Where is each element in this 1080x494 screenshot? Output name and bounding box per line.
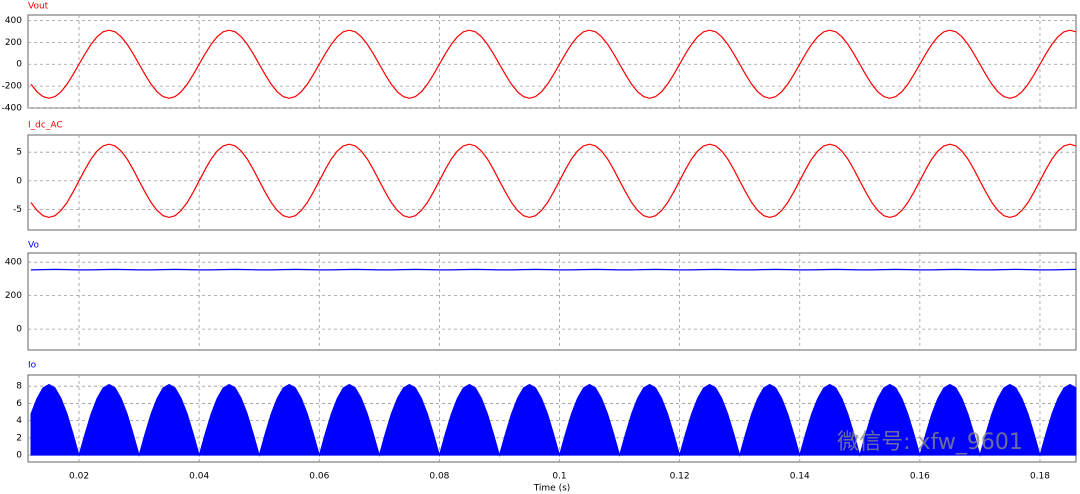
waveform: [30, 143, 1077, 219]
y-tick-label: -200: [2, 82, 23, 92]
y-tick-label: -5: [13, 205, 22, 215]
y-tick-label: 400: [5, 258, 22, 268]
y-tick-label: 0: [16, 451, 22, 461]
watermark: 微信号: xfw_9601: [837, 430, 1023, 455]
waveform: [30, 29, 1077, 99]
y-tick-label: 200: [5, 291, 22, 301]
x-tick-label: 0.18: [1030, 472, 1050, 482]
waveform-area: [30, 383, 1077, 457]
x-tick-label: 0.08: [429, 472, 449, 482]
x-tick-label: 0.16: [910, 472, 930, 482]
y-tick-label: -400: [2, 104, 23, 114]
panel-title: Io: [28, 361, 37, 371]
y-tick-label: 4: [16, 416, 22, 426]
y-tick-label: 6: [16, 399, 22, 409]
plot-frame: [27, 134, 1077, 231]
x-tick-label: 0.12: [670, 472, 690, 482]
x-tick-label: 0.06: [309, 472, 329, 482]
y-tick-label: 5: [16, 148, 22, 158]
y-tick-label: 0: [16, 60, 22, 70]
x-tick-label: 0.04: [189, 472, 209, 482]
y-tick-label: 0: [16, 325, 22, 335]
plot-frame: [27, 14, 1077, 109]
panel-title: Vout: [28, 2, 49, 12]
x-axis-label: Time (s): [533, 484, 571, 494]
plot-frame: [27, 252, 1077, 351]
y-tick-label: 400: [5, 16, 22, 26]
panel-title: I_dc_AC: [28, 121, 63, 131]
panel-title: Vo: [28, 241, 39, 251]
x-tick-label: 0.14: [790, 472, 810, 482]
y-tick-label: 200: [5, 38, 22, 48]
x-tick-label: 0.02: [69, 472, 89, 482]
waveform: [30, 268, 1077, 271]
y-tick-label: 2: [16, 433, 22, 443]
y-tick-label: 0: [16, 176, 22, 186]
x-tick-label: 0.1: [552, 472, 566, 482]
y-tick-label: 8: [16, 382, 22, 392]
